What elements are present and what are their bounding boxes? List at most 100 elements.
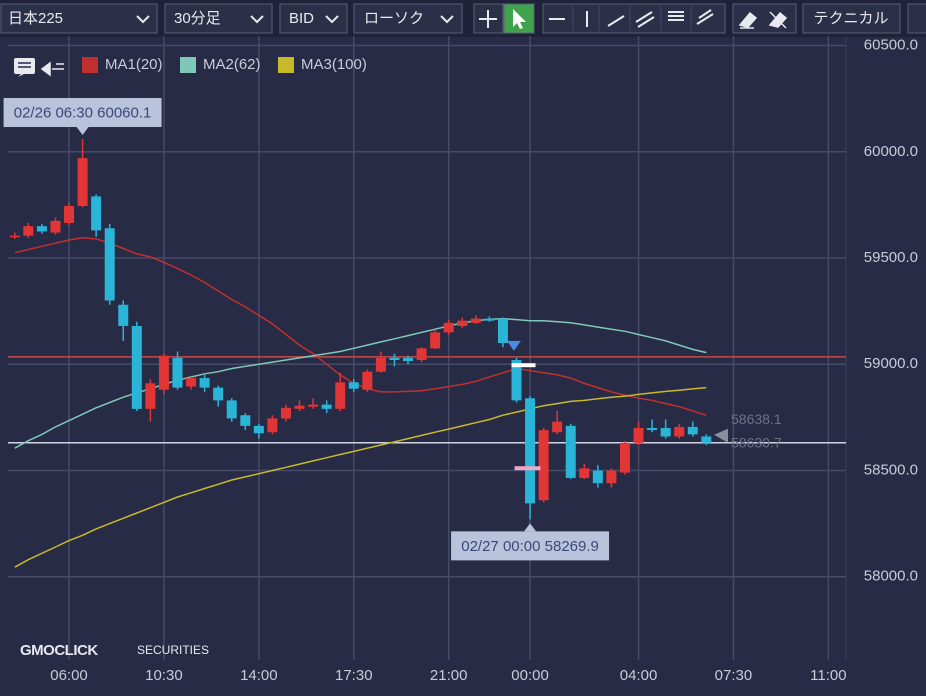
candle	[525, 396, 536, 520]
candle	[674, 423, 685, 439]
candle	[362, 369, 373, 392]
candle	[619, 440, 630, 475]
bid-label: 58630.7	[731, 434, 782, 450]
y-tick-label: 58500.0	[864, 461, 918, 478]
candle-body	[91, 196, 102, 231]
candle-body	[104, 228, 115, 301]
candle-body	[660, 427, 671, 437]
chart-style-text: ローソク	[364, 10, 424, 27]
ma-line	[14, 317, 707, 449]
candle	[403, 355, 414, 365]
candle	[240, 413, 251, 431]
candle	[213, 385, 224, 407]
candle	[280, 404, 291, 422]
candle	[457, 317, 468, 329]
candle-body	[158, 355, 169, 390]
candle	[579, 464, 590, 479]
candle-body	[647, 427, 658, 431]
crosshair-button[interactable]	[473, 3, 504, 34]
candle-body	[280, 407, 291, 419]
candle-body	[145, 383, 156, 409]
candle	[348, 379, 359, 392]
chart-style-select[interactable]: ローソク	[353, 3, 463, 34]
technical-button[interactable]: テクニカル	[802, 3, 901, 34]
candle-body	[118, 304, 129, 327]
candle-body	[592, 470, 603, 484]
price-side-select[interactable]: BID	[279, 3, 348, 34]
legend-swatch	[180, 57, 196, 73]
interval-select[interactable]: 30分足	[164, 3, 273, 34]
annotation-pointer	[524, 523, 537, 532]
candle	[375, 351, 386, 373]
y-tick-label: 60000.0	[864, 143, 918, 160]
x-tick-label: 21:00	[430, 667, 468, 684]
y-tick-label: 60500.0	[864, 37, 918, 54]
candle	[470, 315, 481, 324]
candle-body	[674, 426, 685, 437]
candle	[64, 202, 75, 226]
x-tick-label: 11:00	[810, 667, 846, 684]
collapse-icon[interactable]	[40, 61, 64, 77]
candle-body	[294, 405, 305, 409]
candle-body	[525, 398, 536, 504]
annotation-pointer	[76, 127, 89, 136]
candle	[687, 421, 698, 437]
eraser-tools[interactable]	[732, 3, 797, 34]
candle	[308, 398, 319, 409]
ma-line	[14, 237, 707, 416]
candle	[294, 400, 305, 411]
candle	[158, 353, 169, 394]
candle	[647, 419, 658, 433]
line-tools[interactable]	[542, 3, 726, 34]
comment-icon[interactable]	[14, 58, 35, 74]
candle	[701, 434, 712, 445]
candle-body	[511, 360, 522, 401]
candle-body	[335, 382, 346, 409]
candle-body	[226, 400, 237, 419]
plot	[8, 139, 846, 568]
candle-body	[9, 235, 20, 238]
more-button[interactable]	[907, 3, 926, 34]
candle-body	[497, 318, 508, 344]
candle-body	[701, 436, 712, 443]
candle	[104, 224, 115, 305]
candle	[497, 317, 508, 348]
candle	[552, 410, 563, 435]
symbol-select[interactable]: 日本225	[0, 3, 158, 34]
candle-body	[64, 205, 75, 223]
x-tick-label: 04:00	[620, 667, 658, 684]
candle	[91, 194, 102, 237]
candle-body	[633, 427, 644, 443]
candle-body	[430, 332, 441, 349]
candle-body	[213, 387, 224, 401]
pointer-button[interactable]	[503, 3, 535, 34]
candle	[36, 224, 47, 234]
candle	[565, 423, 576, 479]
candle	[484, 316, 495, 322]
x-tick-label: 00:00	[511, 667, 549, 684]
order-marker	[506, 340, 521, 351]
x-tick-label: 07:30	[715, 667, 753, 684]
candle	[606, 468, 617, 488]
candle-body	[606, 470, 617, 484]
legend-swatch	[278, 57, 294, 73]
candle-body	[565, 425, 576, 478]
candle	[267, 415, 278, 435]
candle-body	[240, 415, 251, 426]
candle	[430, 330, 441, 350]
candle	[416, 347, 427, 363]
candle-body	[470, 318, 481, 323]
candle	[226, 398, 237, 422]
interval-text: 30分足	[174, 10, 221, 27]
candle-body	[321, 404, 332, 409]
candle	[335, 372, 346, 411]
x-tick-label: 10:30	[145, 667, 183, 684]
y-tick-label: 59000.0	[864, 355, 918, 372]
ask-label: 58638.1	[731, 411, 782, 427]
candle-body	[23, 226, 34, 236]
candle-body	[50, 220, 61, 233]
candle-body	[186, 378, 197, 387]
candle	[660, 419, 671, 439]
candle-body	[199, 378, 210, 388]
candle	[321, 400, 332, 414]
